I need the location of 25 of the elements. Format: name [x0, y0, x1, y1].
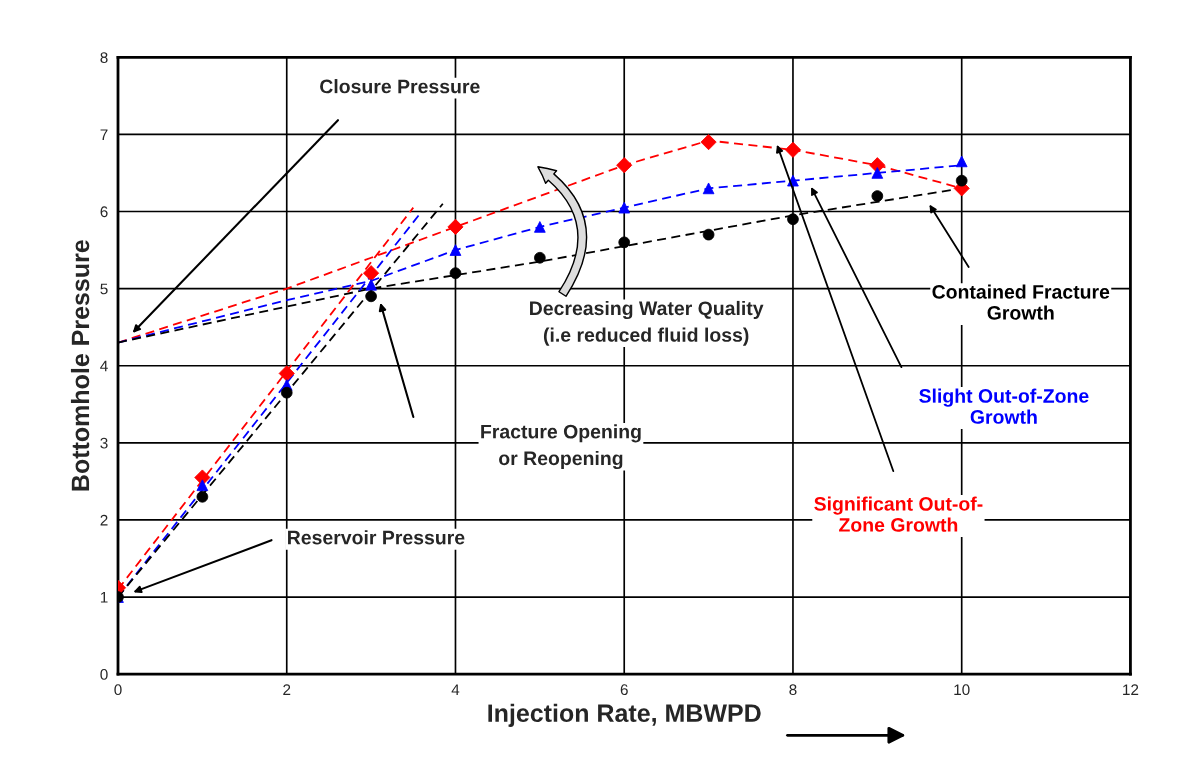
x-tick-label: 4	[451, 684, 460, 695]
y-tick-label: 1	[100, 592, 108, 603]
x-tick-label: 2	[283, 684, 291, 695]
annotation: Fracture Opening or Reopening	[481, 424, 641, 470]
annotation: Closure Pressure	[320, 79, 480, 94]
y-tick-label: 4	[100, 360, 108, 372]
annotation: Reservoir Pressure	[288, 530, 465, 545]
y-tick-label: 2	[100, 514, 108, 526]
y-tick-label: 6	[100, 206, 108, 218]
y-tick-label: 5	[100, 283, 108, 295]
y-tick-label: 3	[100, 437, 108, 449]
text: Contained Fracture Growth	[932, 284, 1110, 320]
y-tick-label: 0	[100, 669, 108, 680]
text: Slight Out-of-Zone Growth	[919, 388, 1089, 424]
x-tick-label: 6	[620, 684, 628, 696]
x-axis-title: Injection Rate, MBWPD	[488, 703, 761, 727]
x-tick-label: 12	[1123, 684, 1139, 695]
y-axis-title: Bottomhole Pressure	[70, 240, 90, 491]
y-tick-label: 8	[100, 52, 108, 63]
annotation: Decreasing Water Quality (i.e reduced fluid loss)	[530, 300, 764, 346]
text: Significant Out-of- Zone Growth	[814, 496, 983, 532]
x-tick-label: 0	[114, 684, 122, 696]
y-tick-label: 7	[100, 129, 108, 140]
x-tick-label: 10	[954, 684, 970, 696]
x-tick-label: 8	[789, 684, 797, 696]
